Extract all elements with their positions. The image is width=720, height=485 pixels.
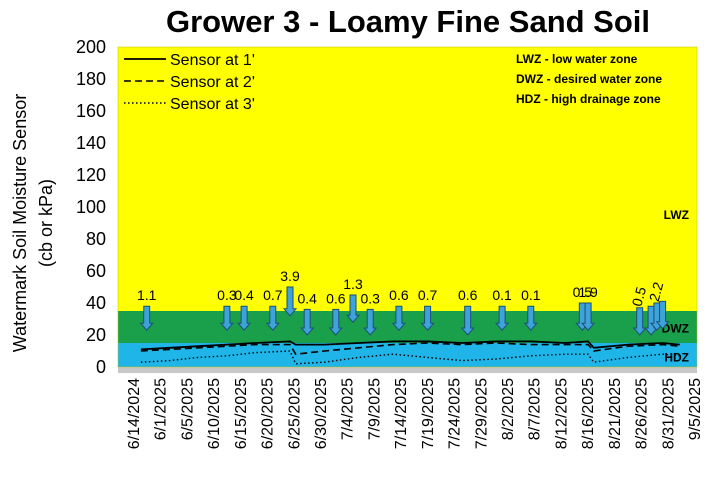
irrigation-label: 1.3 <box>343 276 363 292</box>
x-tick-label: 9/5/2025 <box>687 378 704 440</box>
irrigation-arrow <box>265 305 280 331</box>
y-tick-label: 160 <box>76 101 106 121</box>
y-tick-label: 120 <box>76 165 106 185</box>
x-tick-label: 6/10/2025 <box>206 378 223 449</box>
irrigation-label: 0.6 <box>458 287 478 303</box>
y-tick-label: 40 <box>86 293 106 313</box>
irrigation-arrow <box>655 300 670 330</box>
plot-floor <box>118 367 697 373</box>
zone-note: LWZ - low water zone <box>516 52 638 66</box>
x-tick-label: 8/21/2025 <box>607 378 624 449</box>
y-tick-label: 20 <box>86 325 106 345</box>
zone-notes: LWZ - low water zone DWZ - desired water … <box>516 52 662 106</box>
chart-title: Grower 3 - Loamy Fine Sand Soil <box>166 4 650 39</box>
irrigation-label: 0.6 <box>326 290 346 306</box>
x-tick-label: 8/31/2025 <box>660 378 677 449</box>
x-tick-label: 7/9/2025 <box>366 378 383 440</box>
x-tick-label: 6/5/2025 <box>179 378 196 440</box>
irrigation-label: 0.5 <box>629 285 650 308</box>
x-tick-label: 7/14/2025 <box>393 378 410 449</box>
series-layer <box>140 340 680 365</box>
irrigation-arrow <box>495 305 510 331</box>
x-tick-label: 6/25/2025 <box>286 378 303 449</box>
irrigation-label: 0.6 <box>389 287 409 303</box>
x-tick-label: 8/16/2025 <box>580 378 597 449</box>
irrigation-arrow <box>391 305 406 331</box>
irrigation-arrow <box>300 308 315 336</box>
y-tick-label: 0 <box>96 357 106 377</box>
x-tick-label: 6/1/2025 <box>153 378 170 440</box>
irrigation-label: 1.1 <box>137 287 157 303</box>
y-tick-label: 140 <box>76 133 106 153</box>
irrigation-label: 0.7 <box>263 287 283 303</box>
irrigation-arrow <box>345 294 361 323</box>
irrigation-arrow <box>282 286 298 317</box>
zone-label-dwz: DWZ <box>662 322 689 336</box>
y-tick-label: 180 <box>76 69 106 89</box>
x-tick-label: 8/26/2025 <box>634 378 651 449</box>
irrigation-label: 0.3 <box>217 287 237 303</box>
irrigation-label: 3.9 <box>280 268 300 284</box>
legend: Sensor at 1' Sensor at 2' Sensor at 3' <box>124 52 255 113</box>
x-tick-label: 8/7/2025 <box>527 378 544 440</box>
zone-note: DWZ - desired water zone <box>516 72 662 86</box>
plot-area-border <box>117 46 698 368</box>
x-tick-label: 7/29/2025 <box>473 378 490 449</box>
y-tick-label: 60 <box>86 261 106 281</box>
x-tick-label: 7/24/2025 <box>447 378 464 449</box>
y-axis-label-line1: Watermark Soil Moisture Sensor <box>10 94 30 352</box>
y-tick-label: 100 <box>76 197 106 217</box>
irrigation-label: 0.7 <box>418 287 438 303</box>
legend-label: Sensor at 3' <box>170 96 255 113</box>
irrigation-arrow <box>328 308 343 336</box>
y-tick-label: 200 <box>76 37 106 57</box>
legend-label: Sensor at 1' <box>170 52 255 69</box>
x-tick-label: 8/12/2025 <box>553 378 570 449</box>
zone-label-lwz: LWZ <box>664 208 689 222</box>
irrigation-arrow <box>460 305 475 336</box>
y-tick-label: 80 <box>86 229 106 249</box>
zone-note: HDZ - high drainage zone <box>516 92 661 106</box>
irrigation-label: 0.1 <box>492 287 512 303</box>
y-axis-label-line2: (cb or kPa) <box>36 179 56 267</box>
irrigation-arrow <box>363 308 378 336</box>
irrigation-arrow <box>219 305 234 331</box>
series-line-1 <box>140 340 680 351</box>
y-axis-label-group: Watermark Soil Moisture Sensor (cb or kP… <box>10 94 56 352</box>
ticks-layer: 0 20 40 60 80 100 120 140 160 180 200 6/14/2024 6/1/… <box>76 37 704 449</box>
x-tick-label: 6/14/2024 <box>126 378 143 449</box>
irrigation-label: 1.9 <box>578 284 598 300</box>
legend-label: Sensor at 2' <box>170 74 255 91</box>
irrigation-arrow <box>420 305 435 331</box>
irrigation-label: 2.2 <box>646 280 667 303</box>
irrigation-label: 0.5 <box>573 284 593 300</box>
series-line-2 <box>140 342 680 356</box>
series-line-3 <box>140 350 680 365</box>
x-tick-label: 6/30/2025 <box>313 378 330 449</box>
irrigation-arrow <box>237 305 252 331</box>
zones-layer: HDZ DWZ LWZ <box>117 46 698 373</box>
x-tick-label: 7/19/2025 <box>420 378 437 449</box>
zone-band-dwz <box>118 311 697 343</box>
x-tick-label: 7/4/2025 <box>340 378 357 440</box>
zone-label-hdz: HDZ <box>664 350 689 364</box>
irrigation-arrow <box>139 305 154 331</box>
zone-band-lwz <box>118 47 697 311</box>
irrigation-label: 0.1 <box>521 287 541 303</box>
irrigation-label: 0.3 <box>360 290 380 306</box>
irrigation-label: 0.4 <box>234 287 254 303</box>
x-tick-label: 8/2/2025 <box>500 378 517 440</box>
irrigation-arrow <box>632 307 647 336</box>
x-tick-label: 6/15/2025 <box>233 378 250 449</box>
irrigation-arrows-layer: 1.1 0.30.4 0.73.90.4 0.61.30.3 0.6 0.7 0.6 0.1 0… <box>137 268 670 336</box>
x-tick-label: 6/20/2025 <box>260 378 277 449</box>
irrigation-arrow <box>581 302 596 331</box>
irrigation-label: 0.4 <box>297 290 317 306</box>
irrigation-arrow <box>523 305 538 331</box>
